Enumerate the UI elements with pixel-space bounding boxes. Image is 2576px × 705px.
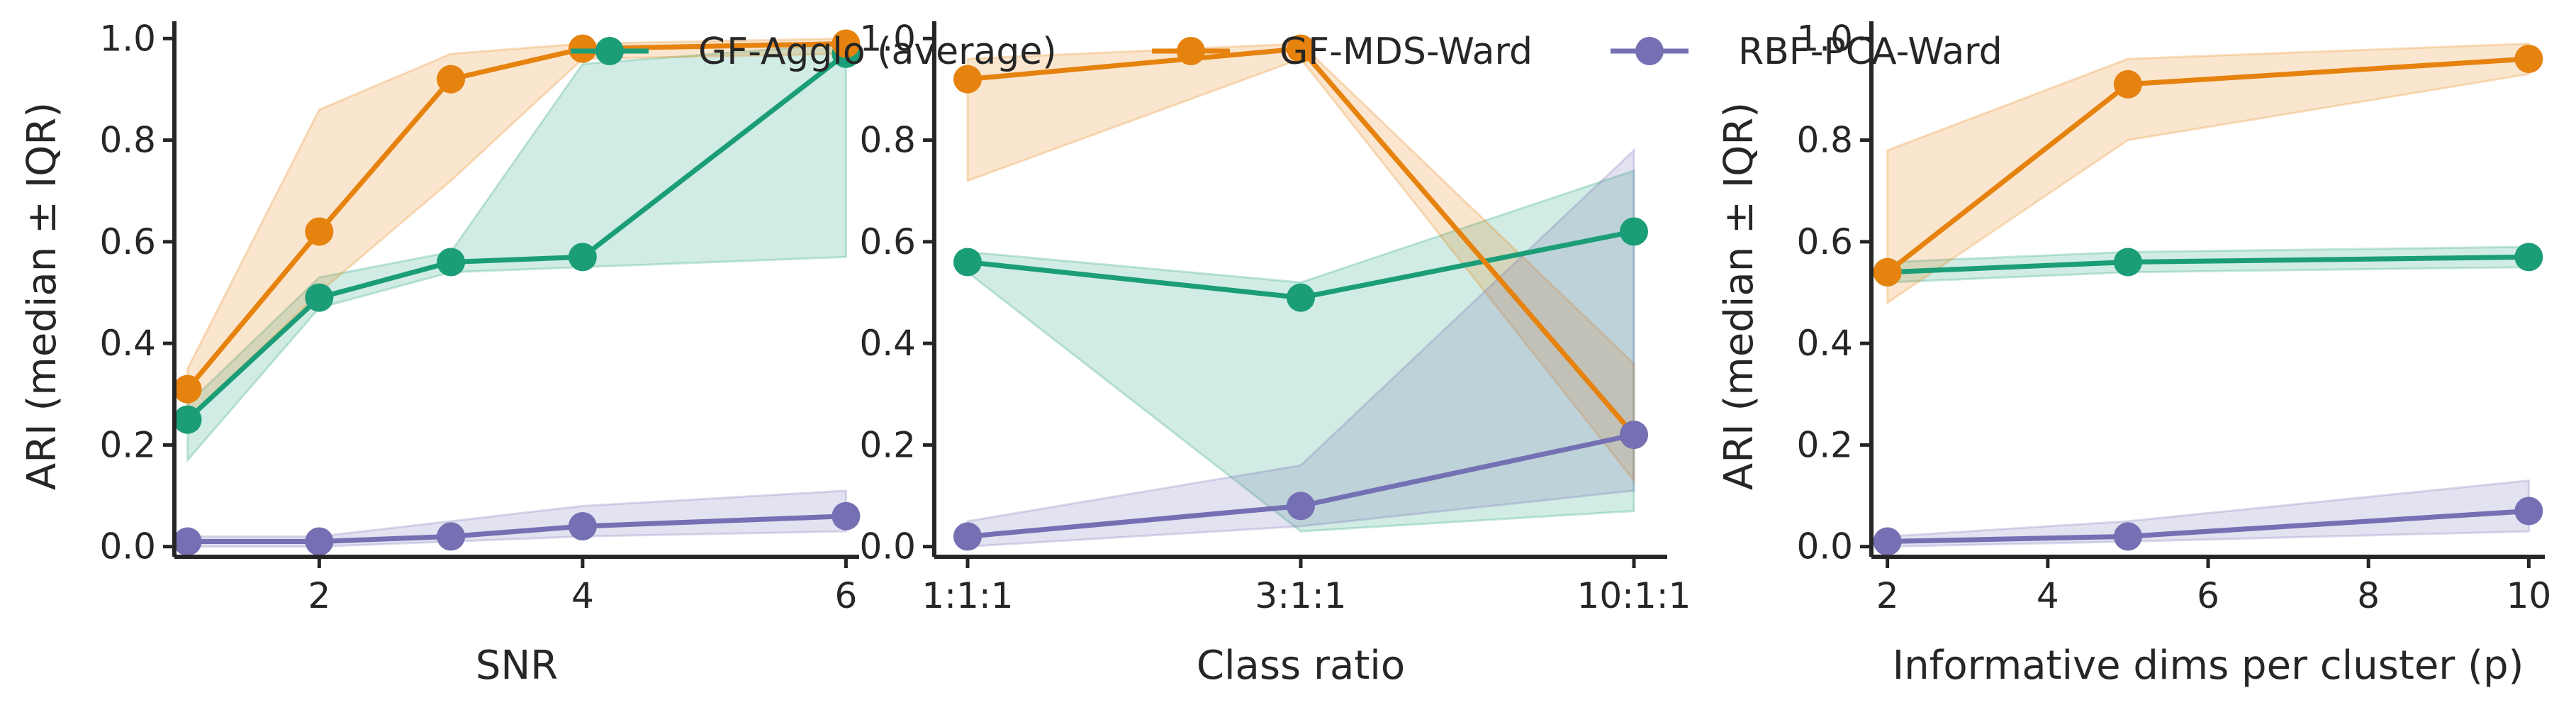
x-tick-label: 6 xyxy=(2197,575,2219,616)
iqr-band-1 xyxy=(1886,245,2530,284)
y-tick-label: 0.4 xyxy=(859,323,916,364)
x-tick-label: 1:1:1 xyxy=(922,575,1013,616)
x-tick-label: 10:1:1 xyxy=(1577,575,1691,616)
subplot-2: 0.0 0.2 0.4 0.6 0.8 1.0 1:1:1 3:1:1 10:1:1 Class … xyxy=(859,18,1691,689)
y-tick-label: 0.6 xyxy=(99,221,156,262)
legend-swatch-marker xyxy=(1635,37,1664,65)
data-point-s2-3 xyxy=(437,65,466,94)
data-point-s3-1 xyxy=(1873,527,1902,556)
x-tick-label: 6 xyxy=(835,575,858,616)
iqr-band-2 xyxy=(1886,42,2530,305)
legend-item-2: GF-MDS-Ward xyxy=(1152,30,1533,73)
data-point-s1-2 xyxy=(2113,248,2142,277)
data-point-s2-5 xyxy=(831,29,861,58)
data-point-s3-2 xyxy=(1287,492,1315,521)
data-point-s3-4 xyxy=(568,512,597,541)
x-tick-label: 4 xyxy=(2037,575,2059,616)
iqr-band-3 xyxy=(1886,479,2530,548)
y-tick-label: 0.2 xyxy=(99,424,156,465)
y-tick-label: 0.2 xyxy=(1796,424,1853,465)
data-point-s2-1 xyxy=(173,374,202,404)
legend-label: GF-MDS-Ward xyxy=(1279,30,1533,73)
y-tick-label: 0.6 xyxy=(1796,221,1853,262)
legend-item-1: GF-Agglo (average) xyxy=(571,30,1057,73)
y-tick-label: 0.0 xyxy=(1796,526,1853,567)
y-tick-label: 0.8 xyxy=(1796,120,1853,161)
y-tick-label: 1.0 xyxy=(1796,18,1853,59)
data-point-s2-2 xyxy=(1287,34,1315,63)
data-point-s2-1 xyxy=(953,65,982,94)
data-point-s1-3 xyxy=(437,248,466,277)
data-point-s1-3 xyxy=(2514,243,2543,272)
data-point-s3-2 xyxy=(305,527,334,556)
data-point-s1-2 xyxy=(1287,283,1315,312)
data-point-s1-1 xyxy=(173,405,202,434)
data-point-s3-5 xyxy=(831,501,861,531)
x-tick-label: 4 xyxy=(571,575,594,616)
y-tick-label: 0.8 xyxy=(859,120,916,161)
data-point-s3-1 xyxy=(953,522,982,551)
data-point-s3-3 xyxy=(2514,496,2543,526)
legend-label: GF-Agglo (average) xyxy=(698,30,1057,73)
y-axis-label: ARI (median ± IQR) xyxy=(1716,102,1762,490)
data-point-s2-1 xyxy=(1873,257,1902,287)
x-tick-label: 8 xyxy=(2357,575,2380,616)
subplot-3: 0.0 0.2 0.4 0.6 0.8 1.0 2 4 6 8 10 Informative dims… xyxy=(1716,18,2551,689)
legend-item-3: RBF-PCA-Ward xyxy=(1611,30,2003,73)
data-point-s3-3 xyxy=(1620,421,1648,450)
y-tick-label: 0.4 xyxy=(99,323,156,364)
y-tick-label: 1.0 xyxy=(99,18,156,59)
data-point-s1-3 xyxy=(1620,217,1648,246)
data-point-s1-2 xyxy=(305,283,334,312)
y-tick-label: 0.4 xyxy=(1796,323,1853,364)
data-point-s2-2 xyxy=(305,217,334,246)
x-tick-label: 2 xyxy=(1876,575,1899,616)
y-tick-label: 0.8 xyxy=(99,120,156,161)
data-point-s3-1 xyxy=(173,527,202,556)
x-axis-label: Informative dims per cluster (p) xyxy=(1893,643,2524,689)
legend-swatch-marker xyxy=(595,37,624,65)
y-axis-label: ARI (median ± IQR) xyxy=(19,102,65,490)
legend-label: RBF-PCA-Ward xyxy=(1738,30,2003,73)
data-point-s1-4 xyxy=(568,243,597,272)
y-tick-label: 1.0 xyxy=(859,18,916,59)
data-point-s2-2 xyxy=(2113,70,2142,99)
legend-swatch-marker xyxy=(1177,37,1205,65)
x-tick-label: 3:1:1 xyxy=(1255,575,1346,616)
data-point-s2-3 xyxy=(2514,44,2543,73)
iqr-band-3 xyxy=(186,489,847,548)
legend: GF-Agglo (average) GF-MDS-Ward RBF-PCA-War… xyxy=(571,30,2003,73)
data-point-s3-2 xyxy=(2113,522,2142,551)
y-tick-label: 0.6 xyxy=(859,221,916,262)
y-tick-label: 0.2 xyxy=(859,424,916,465)
x-axis-label: Class ratio xyxy=(1197,643,1405,689)
x-tick-label: 2 xyxy=(308,575,330,616)
x-axis-label: SNR xyxy=(476,643,558,689)
data-point-s3-3 xyxy=(437,522,466,551)
subplot-1: 0.0 0.2 0.4 0.6 0.8 1.0 2 4 6 SNR ARI (median ± IQ… xyxy=(19,18,861,689)
y-tick-label: 0.0 xyxy=(859,526,916,567)
iqr-band-1 xyxy=(186,42,847,463)
x-tick-label: 10 xyxy=(2507,575,2552,616)
data-point-s1-1 xyxy=(953,248,982,277)
y-tick-label: 0.0 xyxy=(99,526,156,567)
